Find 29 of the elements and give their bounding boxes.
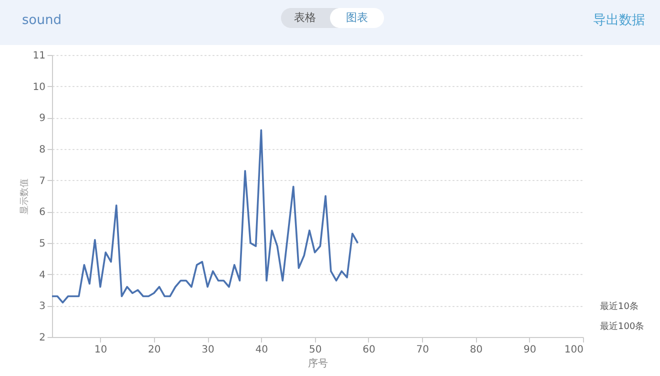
x-axis-title: 序号 — [308, 358, 328, 370]
x-tick-label: 50 — [308, 344, 322, 356]
x-tick-label: 10 — [94, 344, 108, 356]
text: 表格 — [294, 11, 316, 24]
x-tick-label: 100 — [564, 344, 584, 356]
line-series — [51, 129, 359, 304]
y-tick-label: 7 — [39, 176, 46, 187]
text: 导出数据 — [593, 13, 645, 28]
text: 图表 — [346, 11, 368, 24]
y-axis-title: 显示数值 — [18, 178, 30, 214]
x-tick-label: 90 — [523, 344, 536, 356]
y-tick-label: 5 — [39, 238, 46, 250]
y-tick-label: 9 — [39, 113, 46, 124]
y-tick-label: 8 — [39, 144, 46, 156]
y-tick-label: 3 — [39, 301, 46, 312]
text: 最近10条 — [600, 301, 638, 312]
x-tick-label: 80 — [470, 344, 483, 356]
y-tick-label: 11 — [32, 50, 46, 62]
text: 最近100条 — [600, 321, 644, 332]
x-tick-label: 40 — [255, 344, 268, 356]
x-tick-label: 20 — [148, 344, 161, 356]
x-tick-label: 30 — [202, 344, 214, 356]
x-tick-label: 60 — [362, 344, 376, 356]
y-tick-label: 10 — [32, 82, 46, 93]
chart-title: sound — [22, 13, 62, 28]
y-tick-label: 6 — [39, 207, 46, 218]
y-tick-label: 4 — [39, 270, 46, 281]
y-tick-label: 2 — [39, 332, 46, 344]
x-tick-label: 70 — [416, 344, 429, 356]
